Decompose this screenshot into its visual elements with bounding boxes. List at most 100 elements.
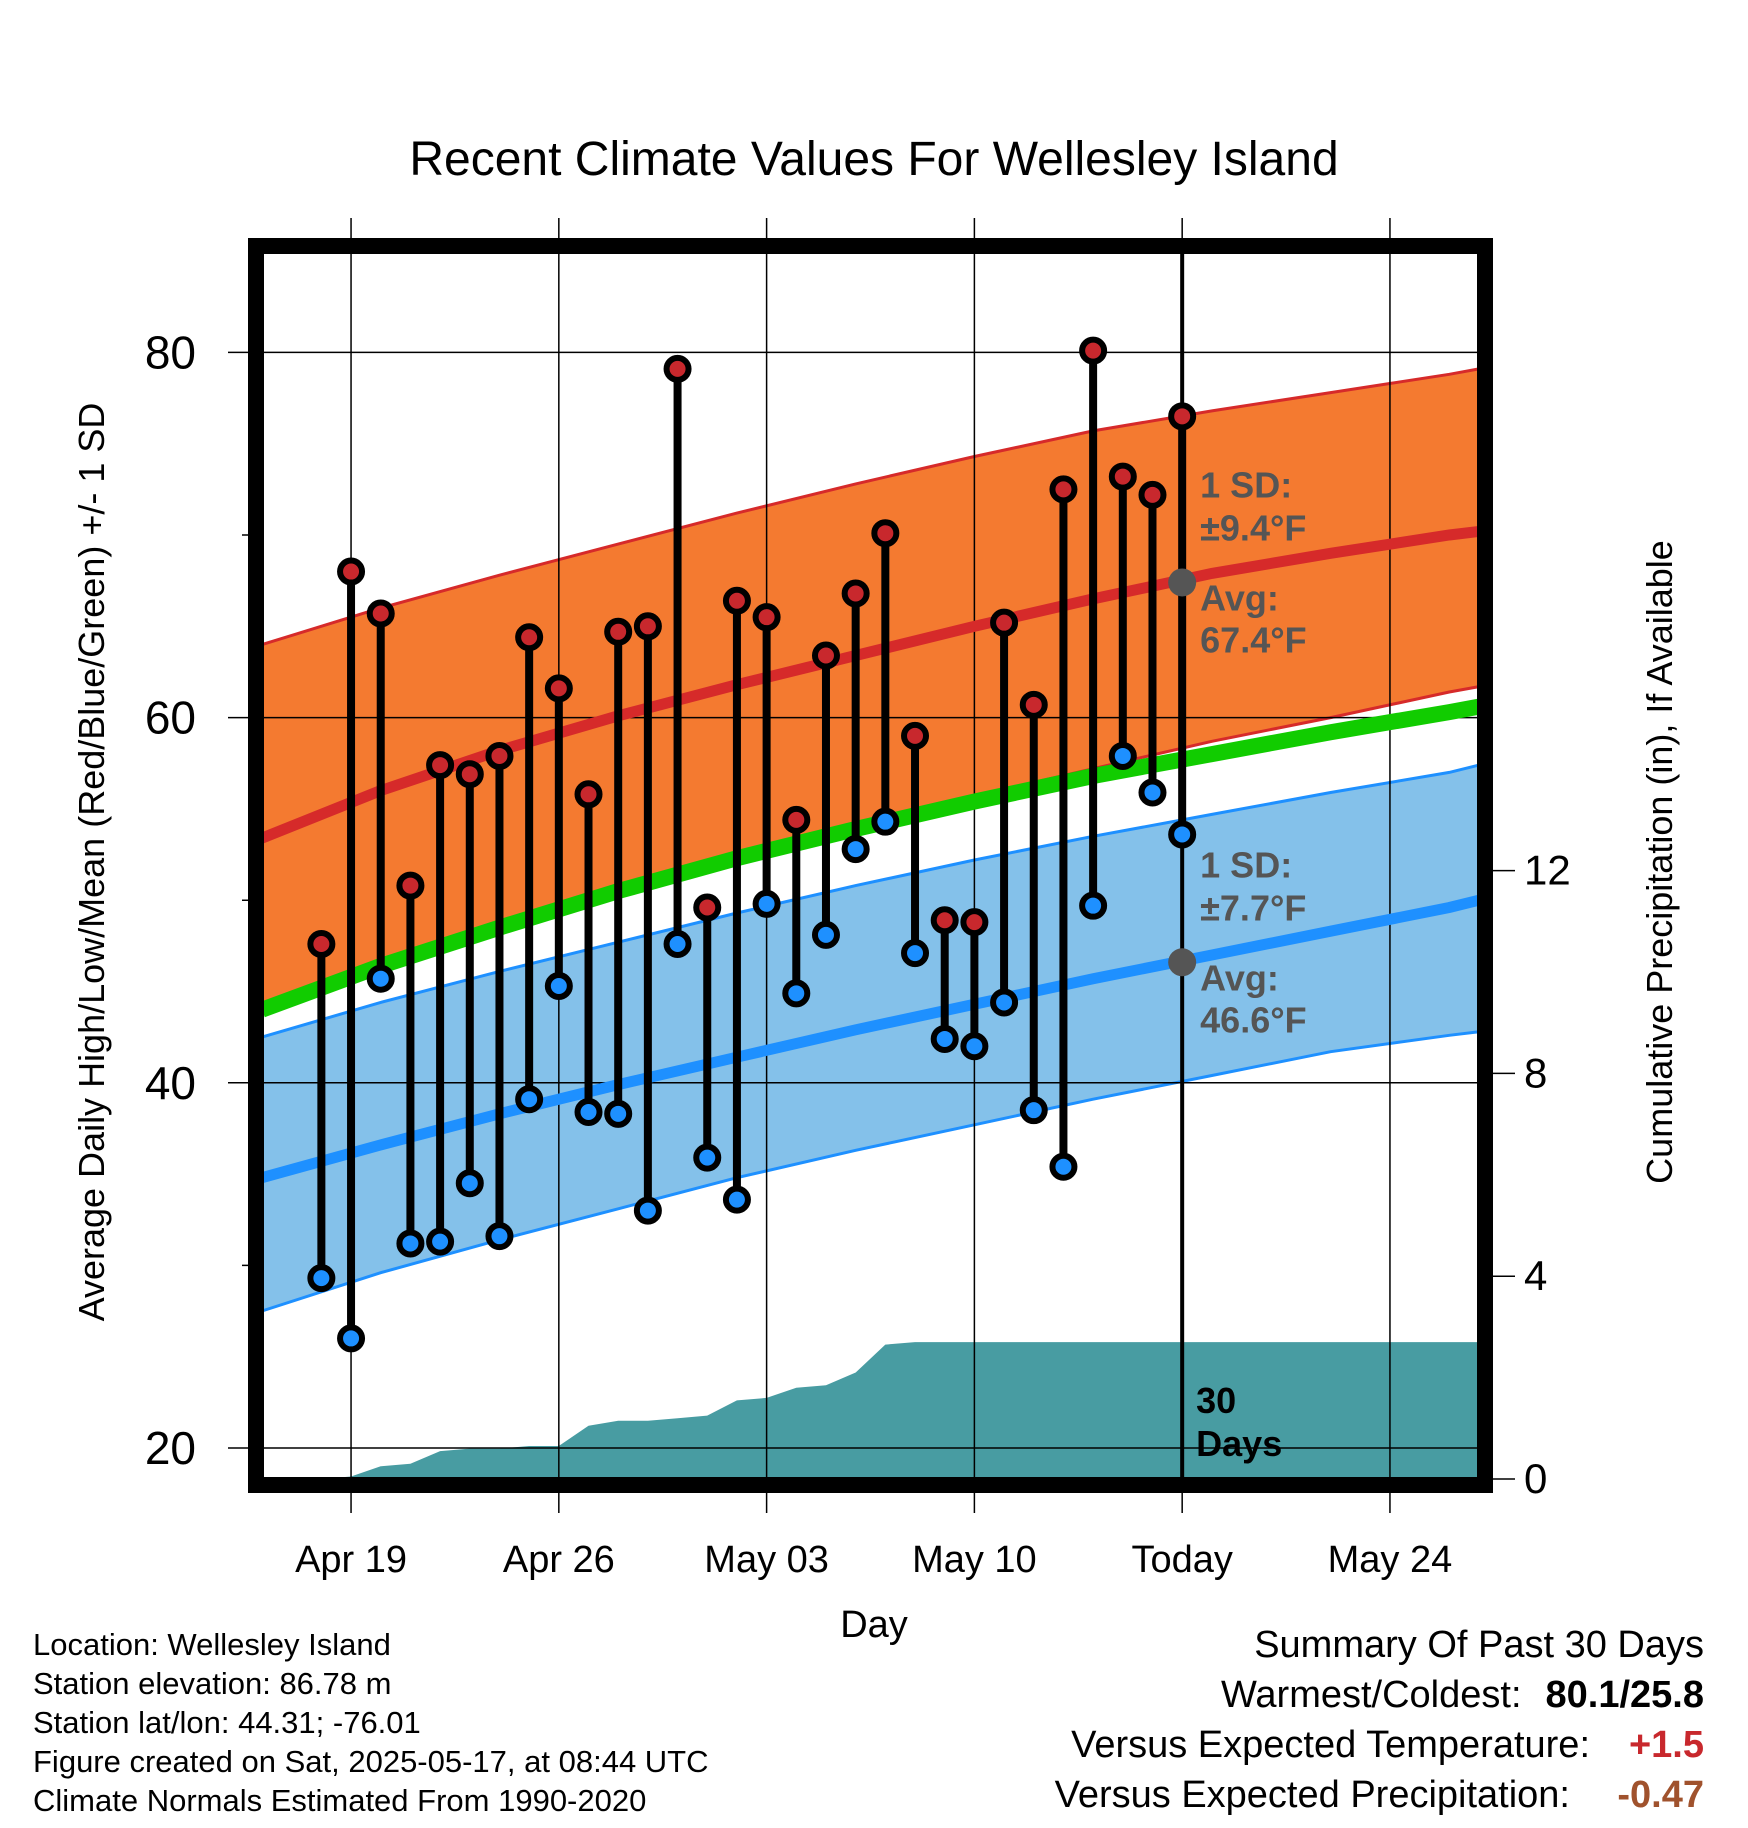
low-sd-value: ±7.7°F [1200,887,1306,928]
daily-low-marker [455,1169,484,1198]
daily-high-marker [307,930,336,959]
daily-high-marker [960,908,989,937]
info-latlon: Station lat/lon: 44.31; -76.01 [33,1705,421,1740]
daily-low-marker [1019,1096,1048,1125]
y-tick-label: 60 [145,692,196,744]
window-label-top: 30 [1196,1380,1236,1421]
x-tick-label: Apr 26 [503,1539,615,1581]
daily-low-marker [515,1085,544,1114]
daily-high-marker [1138,480,1167,509]
daily-low-marker [782,979,811,1008]
high-avg-marker [1168,568,1197,597]
daily-high-marker [633,612,662,641]
daily-high-marker [544,674,573,703]
daily-high-marker [485,741,514,770]
x-tick-label: May 03 [704,1539,829,1581]
daily-low-marker [901,939,930,968]
x-axis-label: Day [840,1604,908,1646]
daily-low-marker [1108,741,1137,770]
daily-low-marker [337,1324,366,1353]
daily-low-marker [604,1099,633,1128]
daily-low-marker [752,889,781,918]
daily-high-marker [901,721,930,750]
warm-cold-value: 80.1/25.8 [1545,1674,1704,1716]
daily-low-marker [574,1097,603,1126]
summary-heading: Summary Of Past 30 Days [1254,1624,1704,1666]
plot-frame [248,238,1493,1493]
low-avg-label: Avg: [1200,957,1279,998]
low-normal-line [260,894,1481,1184]
x-tick-label: May 10 [912,1539,1037,1581]
daily-low-marker [871,807,900,836]
daily-high-marker [426,751,455,780]
y-tick-label: 20 [145,1422,196,1474]
y-tick-label: 40 [145,1057,196,1109]
daily-high-marker [1108,462,1137,491]
y-tick-label: 80 [145,326,196,378]
axes: Apr 19 Apr 26 May 03 May 10 Today May 2420406… [145,218,1571,1581]
daily-high-marker [604,617,633,646]
daily-high-marker [663,354,692,383]
summary-warm-cold: Warmest/Coldest: 80.1/25.8 [1055,1670,1704,1720]
precip-area [262,1342,1479,1479]
summary-precip: Versus Expected Precipitation: -0.47 [1055,1770,1704,1820]
low-sd-band [262,765,1479,1311]
daily-low-marker [633,1196,662,1225]
y2-tick-label: 12 [1524,847,1571,894]
daily-high-marker [366,599,395,628]
daily-high-marker [782,805,811,834]
precip-value: -0.47 [1617,1774,1704,1816]
daily-high-marker [455,760,484,789]
daily-low-marker [485,1222,514,1251]
y-axis-label: Average Daily High/Low/Mean (Red/Blue/Gr… [71,403,112,1322]
daily-high-marker [811,641,840,670]
daily-low-marker [722,1185,751,1214]
precip-label: Versus Expected Precipitation: [1054,1774,1570,1816]
daily-low-marker [930,1024,959,1053]
precip-area-group [262,1342,1479,1479]
temp-value: +1.5 [1628,1724,1704,1766]
daily-low-marker [841,835,870,864]
daily-high-marker [337,557,366,586]
station-info: Location: Wellesley Island Station eleva… [33,1625,709,1820]
daily-low-marker [366,964,395,993]
daily-high-marker [574,780,603,809]
info-location: Location: Wellesley Island [33,1627,391,1662]
daily-low-marker [396,1229,425,1258]
summary-temp: Versus Expected Temperature: +1.5 [1055,1720,1704,1770]
high-sd-value: ±9.4°F [1200,507,1306,548]
daily-high-marker [515,623,544,652]
info-normals: Climate Normals Estimated From 1990-2020 [33,1783,647,1818]
high-sd-band-upper-edge [261,367,1480,647]
daily-high-marker [930,906,959,935]
daily-low-marker [1168,820,1197,849]
daily-low-marker [1049,1152,1078,1181]
daily-high-marker [990,608,1019,637]
daily-markers [307,336,1197,1353]
low-avg-value: 46.6°F [1200,999,1306,1040]
high-sd-label: 1 SD: [1200,464,1292,505]
window-label-bottom: Days [1196,1423,1282,1464]
daily-high-marker [1168,402,1197,431]
summary-panel: Summary Of Past 30 Days Warmest/Coldest:… [1055,1620,1704,1820]
daily-high-marker [871,519,900,548]
low-avg-marker [1168,948,1197,977]
plot-border [248,238,1493,1493]
y2-tick-label: 8 [1524,1049,1547,1096]
chart-title: Recent Climate Values For Wellesley Isla… [409,133,1338,186]
high-sd-band [262,368,1479,1010]
daily-low-marker [663,930,692,959]
daily-high-marker [1049,475,1078,504]
info-created: Figure created on Sat, 2025-05-17, at 08… [33,1744,709,1779]
daily-high-marker [396,871,425,900]
daily-low-marker [1138,778,1167,807]
temp-label: Versus Expected Temperature: [1071,1724,1590,1766]
y2-axis-label: Cumulative Precipitation (in), If Availa… [1639,540,1680,1184]
x-tick-label: Apr 19 [295,1539,407,1581]
daily-high-marker [693,893,722,922]
low-sd-band-lower-edge [261,1030,1480,1313]
high-avg-label: Avg: [1200,577,1279,618]
daily-stems [317,350,1187,1339]
daily-high-marker [1019,690,1048,719]
